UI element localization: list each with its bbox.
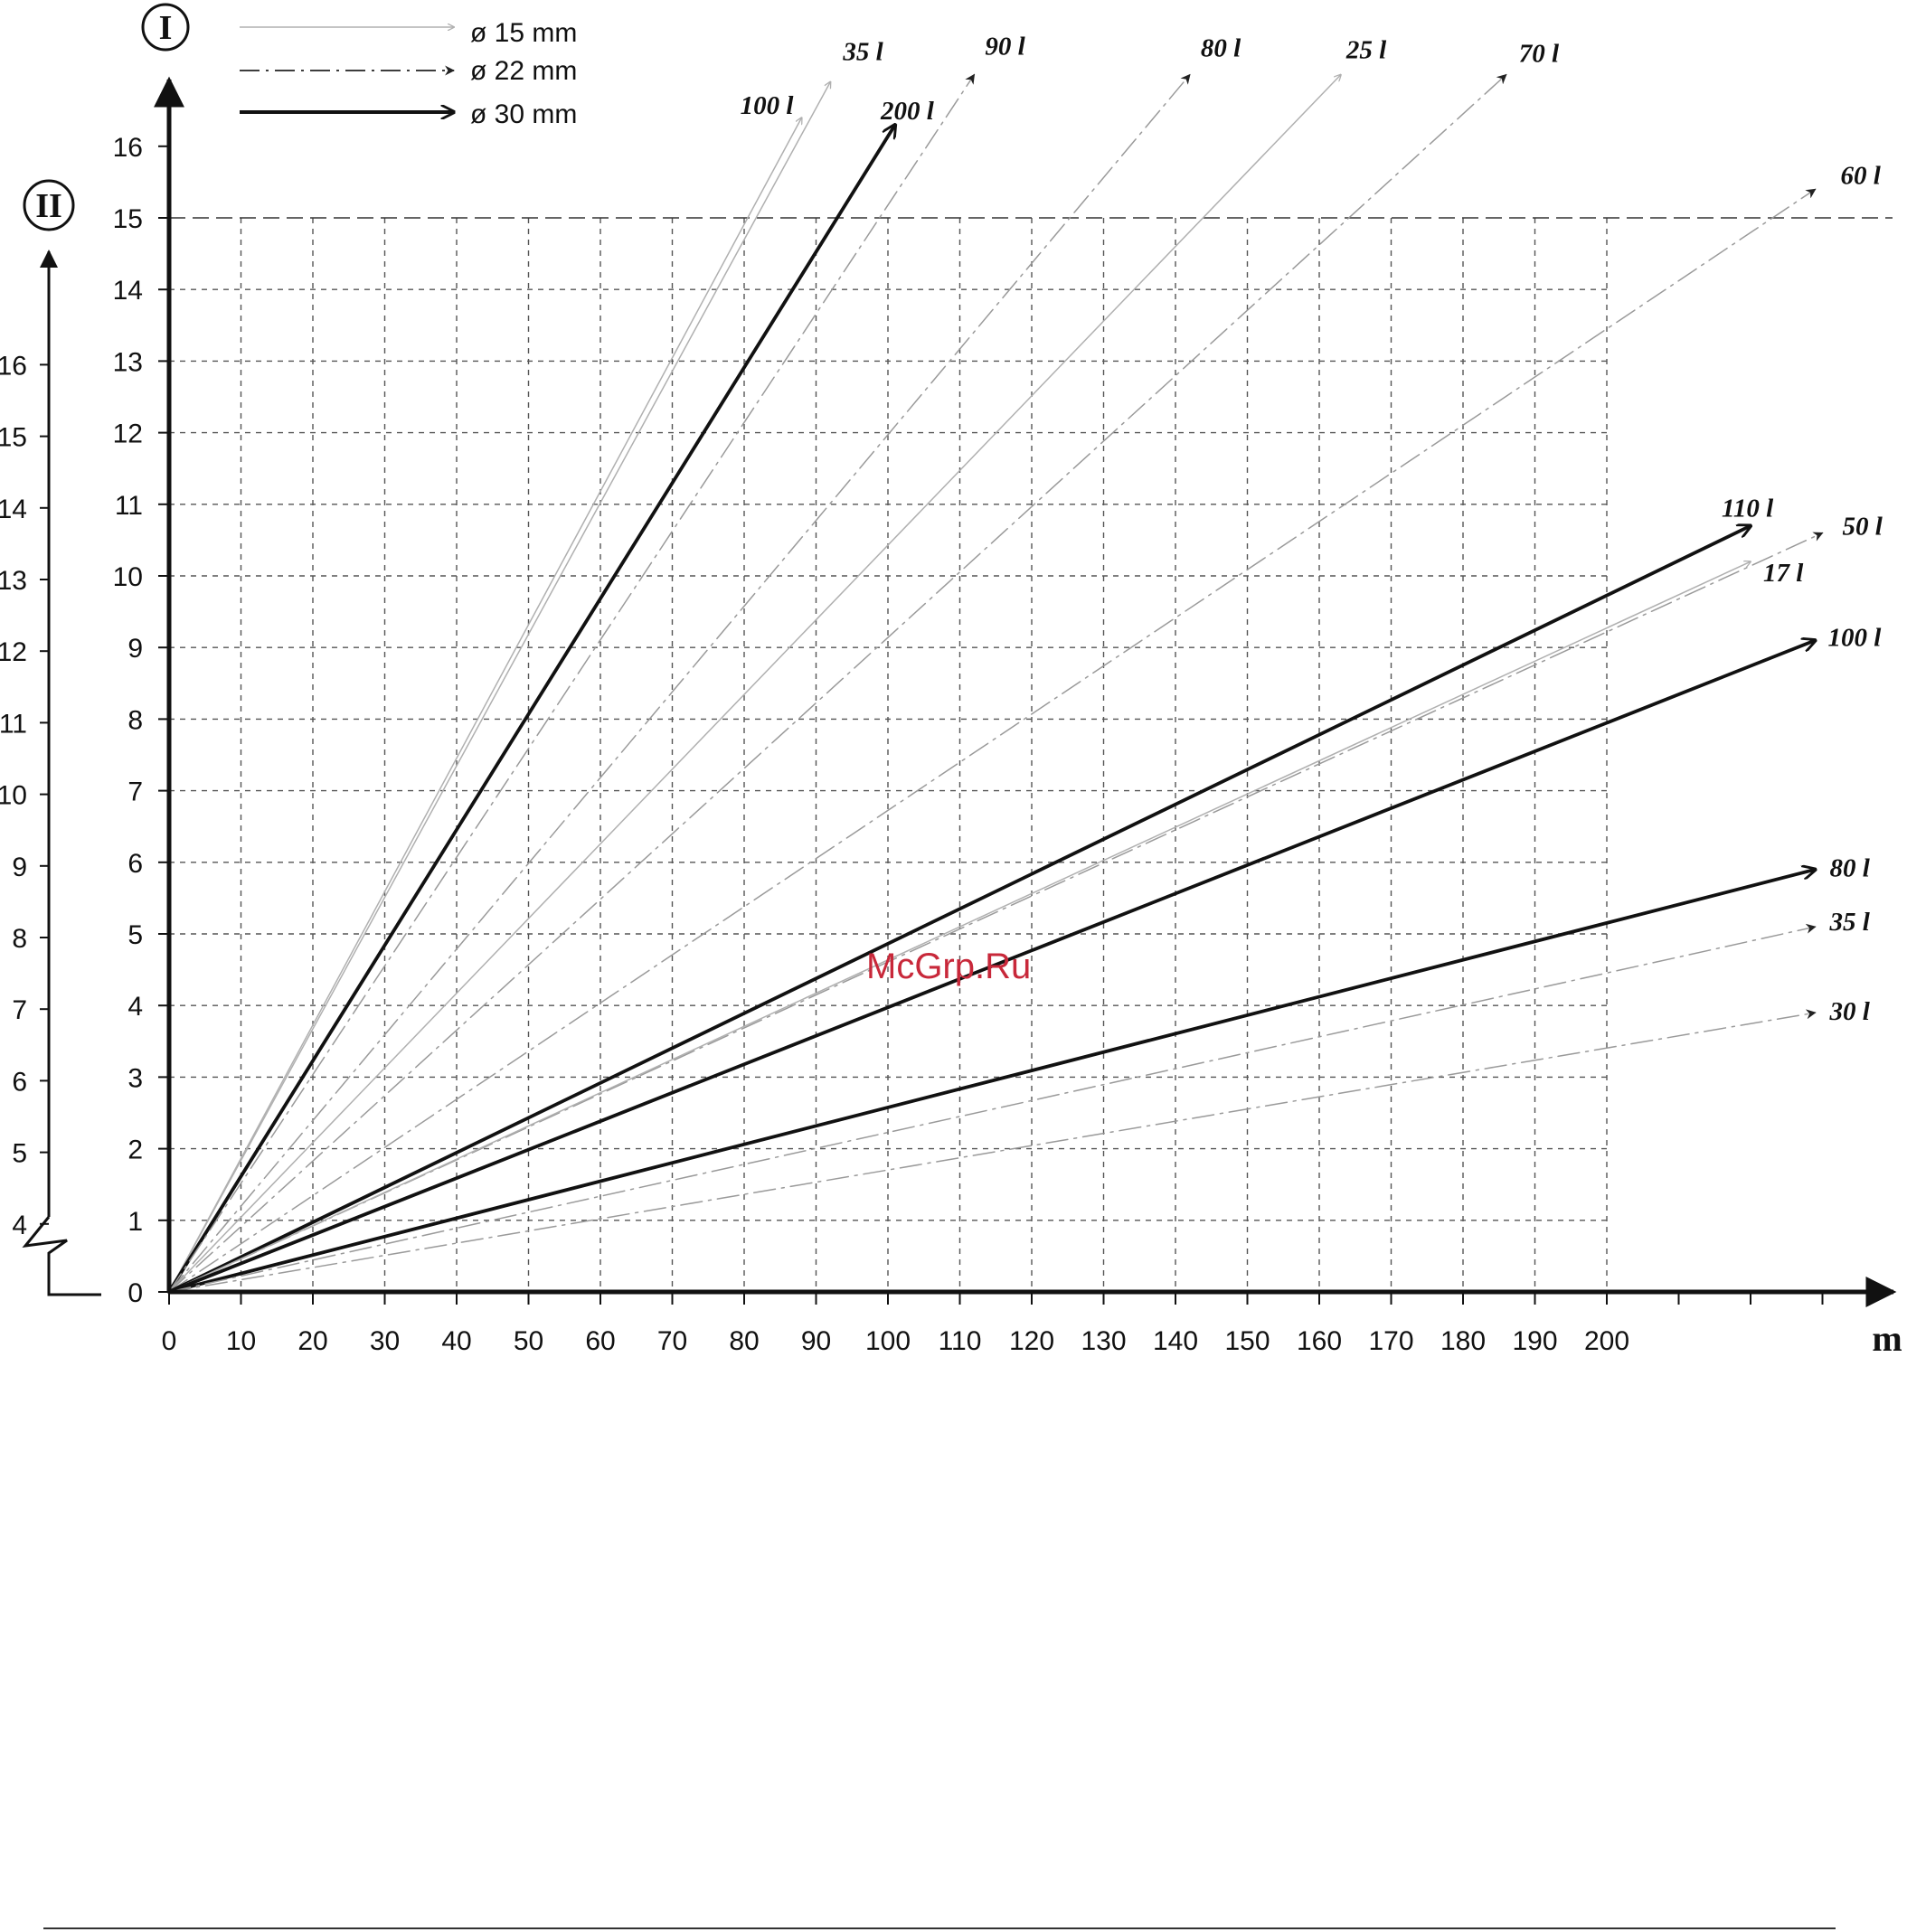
axes: 0 10 20 30 40 50 60 70 80 90 100 110 120 130 140 150 160… [0, 76, 1897, 1356]
y2-tick-label: 6 [12, 1067, 27, 1097]
x-axis-title: m [1872, 1318, 1902, 1359]
y2-tick-label: 15 [0, 423, 27, 453]
x-tick-label: 20 [297, 1326, 327, 1356]
series-label: 200 l [880, 97, 935, 126]
series-line-60l-22mm [168, 188, 1817, 1293]
series-line-35l-15mm [168, 82, 830, 1293]
y-axis-title-text: I [159, 9, 173, 47]
series-label: 80 l [1830, 854, 1871, 883]
series-label: 30 l [1829, 997, 1871, 1026]
y-tick-label: 15 [113, 204, 143, 234]
series-line-80l-22mm [168, 73, 1191, 1293]
x-tick-label: 130 [1081, 1326, 1126, 1356]
x-tick-label: 170 [1368, 1326, 1413, 1356]
y-tick-label: 4 [127, 992, 143, 1022]
y2-axis-title-II: II [23, 179, 75, 231]
series-label: 110 l [1722, 495, 1774, 523]
x-tick-label: 120 [1009, 1326, 1054, 1356]
y2-tick-label: 7 [12, 995, 27, 1025]
y-tick-label: 11 [115, 491, 143, 521]
series-label: 80 l [1201, 34, 1241, 63]
y2-tick-label: 4 [12, 1211, 27, 1240]
series-line-90l-22mm [168, 73, 976, 1293]
x-tick-label: 150 [1224, 1326, 1270, 1356]
x-tick-label: 110 [939, 1326, 982, 1356]
series-line-100l-30mm [167, 640, 1816, 1294]
x-tick-label: 10 [226, 1326, 256, 1356]
y2-tick-label: 9 [12, 853, 27, 882]
y-tick-label: 5 [127, 920, 143, 950]
series-label: 90 l [985, 33, 1025, 61]
y-tick-label: 2 [127, 1136, 143, 1165]
legend-label-30mm: ø 30 mm [470, 99, 577, 129]
series-label: 70 l [1519, 40, 1560, 69]
y2-tick-label: 11 [0, 709, 27, 739]
y2-axis-break [22, 1216, 101, 1296]
grid [169, 217, 1893, 1292]
y-tick-label: 3 [127, 1063, 143, 1093]
x-tick-label: 90 [801, 1326, 831, 1356]
y-tick-label: 1 [127, 1207, 143, 1237]
y-tick-label: 13 [113, 347, 143, 377]
series-line-70l-22mm [168, 73, 1507, 1293]
series-label: 50 l [1843, 512, 1883, 541]
series-line-17l-15mm [168, 561, 1751, 1293]
watermark: McGrp.Ru [866, 947, 1031, 986]
y-tick-label: 0 [127, 1278, 143, 1308]
y2-tick-label: 13 [0, 566, 27, 596]
series-line-80l-30mm [167, 870, 1816, 1294]
y2-tick-label: 14 [0, 495, 27, 524]
series-line-110l-30mm [167, 526, 1751, 1294]
series-label: 100 l [1828, 623, 1883, 652]
x-tick-label: 190 [1512, 1326, 1557, 1356]
x-tick-label: 70 [657, 1326, 687, 1356]
x-tick-label: 200 [1584, 1326, 1629, 1356]
y2-tick-label: 10 [0, 781, 27, 811]
y-tick-label: 8 [127, 705, 143, 735]
x-tick-label: 30 [370, 1326, 400, 1356]
series-label: 60 l [1841, 161, 1882, 190]
legend-label-22mm: ø 22 mm [470, 56, 577, 86]
series-label: 35 l [1829, 908, 1871, 937]
y2-axis-title-text: II [35, 187, 62, 225]
y-tick-label: 7 [127, 778, 143, 807]
series-line-25l-15mm [168, 75, 1341, 1293]
y-tick-label: 12 [113, 419, 143, 449]
series-line-200l-30mm [167, 125, 895, 1294]
x-tick-label: 0 [162, 1326, 177, 1356]
x-tick-label: 60 [585, 1326, 615, 1356]
y2-tick-label: 12 [0, 637, 27, 667]
y-tick-label: 16 [113, 133, 143, 163]
series-labels: 100 l 35 l 200 l 90 l 80 l 25 l 70 l 60 l 110 l 5… [741, 33, 1883, 1027]
series-line-50l-22mm [168, 532, 1824, 1293]
series-line-100l-15mm [168, 118, 802, 1293]
x-tick-label: 140 [1153, 1326, 1198, 1356]
y2-tick-label: 16 [0, 351, 27, 381]
y2-tick-label: 5 [12, 1139, 27, 1169]
series-label: 25 l [1345, 36, 1387, 65]
x-tick-label: 40 [441, 1326, 471, 1356]
x-tick-label: 180 [1440, 1326, 1486, 1356]
x-tick-label: 80 [729, 1326, 759, 1356]
series-label: 100 l [741, 91, 795, 120]
series-line-30l-22mm [168, 1009, 1817, 1293]
y-tick-label: 6 [127, 849, 143, 879]
y-tick-label: 10 [113, 562, 143, 592]
y-axis-title-I: I [141, 3, 190, 52]
y2-tick-label: 8 [12, 924, 27, 954]
y-tick-label: 9 [127, 634, 143, 664]
series-line-35l-22mm [168, 923, 1817, 1293]
x-tick-label: 50 [514, 1326, 543, 1356]
x-tick-label: 100 [865, 1326, 911, 1356]
legend: ø 15 mm ø 22 mm ø 30 mm [240, 18, 577, 129]
legend-label-15mm: ø 15 mm [470, 18, 577, 48]
series-label: 17 l [1763, 559, 1804, 588]
x-tick-label: 160 [1297, 1326, 1342, 1356]
series-layer [167, 73, 1824, 1294]
series-label: 35 l [842, 38, 883, 67]
y-tick-label: 14 [113, 276, 143, 306]
